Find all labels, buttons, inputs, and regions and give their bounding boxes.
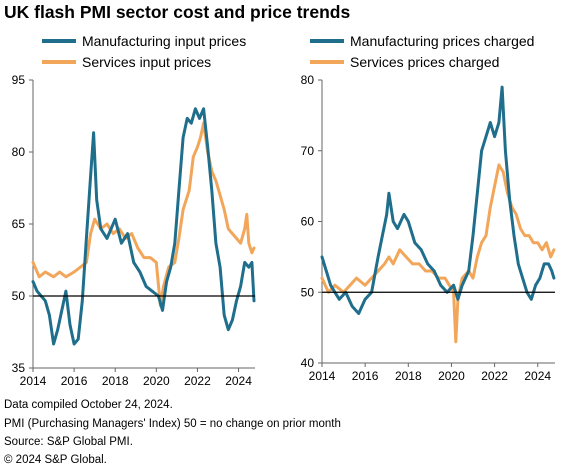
right-y-tick-label: 50 bbox=[301, 285, 315, 299]
right-series-services-line bbox=[320, 163, 556, 344]
right-y-tick-label: 70 bbox=[301, 144, 315, 158]
left-legend-label-manufacturing: Manufacturing input prices bbox=[82, 33, 246, 49]
left-x-tick-label: 2024 bbox=[225, 374, 252, 388]
left-series-manufacturing-line bbox=[31, 107, 256, 346]
left-y-tick-label: 95 bbox=[12, 73, 26, 87]
left-y-tick-label: 65 bbox=[12, 217, 26, 231]
right-legend-label-manufacturing: Manufacturing prices charged bbox=[350, 33, 534, 49]
footnote-date: Data compiled October 24, 2024. bbox=[4, 399, 173, 411]
left-x-tick-label: 2016 bbox=[61, 374, 88, 388]
right-legend-label-services: Services prices charged bbox=[350, 54, 499, 70]
right-y-tick-label: 40 bbox=[301, 356, 315, 370]
left-y-tick-label: 35 bbox=[12, 361, 26, 375]
right-x-tick-label: 2014 bbox=[309, 369, 336, 383]
left-x-tick-label: 2014 bbox=[20, 374, 47, 388]
right-y-tick-label: 80 bbox=[301, 73, 315, 87]
left-x-tick-label: 2018 bbox=[102, 374, 129, 388]
right-x-tick-label: 2016 bbox=[352, 369, 379, 383]
right-x-tick-label: 2024 bbox=[524, 369, 551, 383]
left-x-tick-label: 2020 bbox=[143, 374, 170, 388]
footnote-definition: PMI (Purchasing Managers' Index) 50 = no… bbox=[4, 418, 341, 430]
footnote-copyright: © 2024 S&P Global. bbox=[4, 454, 107, 466]
page-title: UK flash PMI sector cost and price trend… bbox=[4, 2, 351, 22]
right-series-manufacturing-line bbox=[320, 85, 556, 315]
right-x-tick-label: 2022 bbox=[481, 369, 508, 383]
left-x-tick-label: 2022 bbox=[184, 374, 211, 388]
left-y-tick-label: 50 bbox=[12, 289, 26, 303]
left-y-tick-label: 80 bbox=[12, 145, 26, 159]
right-x-tick-label: 2020 bbox=[438, 369, 465, 383]
left-legend-label-services: Services input prices bbox=[82, 54, 211, 70]
right-x-tick-label: 2018 bbox=[395, 369, 422, 383]
footnote-source: Source: S&P Global PMI. bbox=[4, 436, 133, 448]
right-y-tick-label: 60 bbox=[301, 215, 315, 229]
